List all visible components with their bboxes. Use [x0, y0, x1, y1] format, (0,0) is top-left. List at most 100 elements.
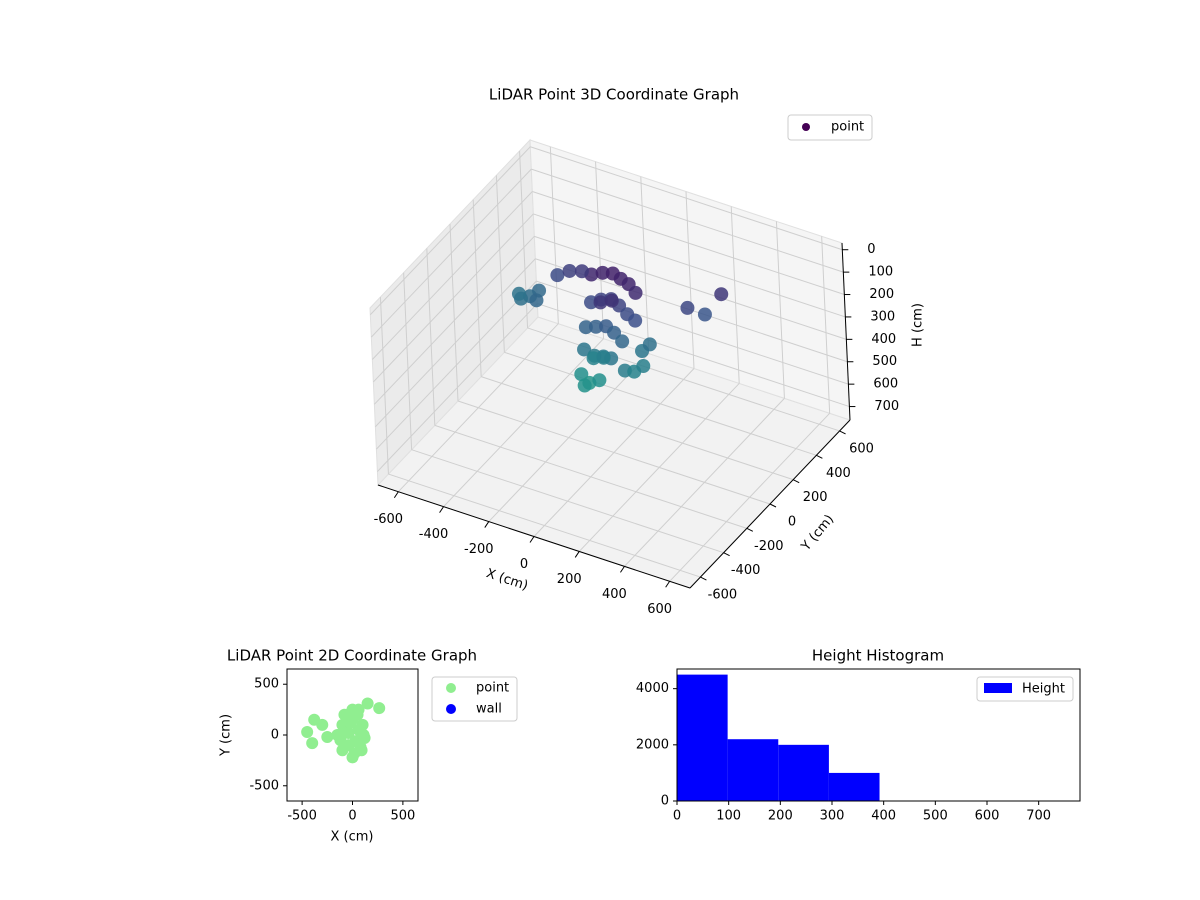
x-tick-label: 0: [348, 809, 356, 824]
point: [714, 287, 729, 302]
grid-line: [434, 424, 747, 529]
point: [355, 744, 368, 757]
point: [636, 359, 651, 374]
x-tick-label: 400: [871, 809, 896, 824]
grid-line: [481, 376, 794, 481]
point: [680, 300, 695, 315]
bar: [727, 739, 779, 801]
tick-mark: [700, 576, 707, 581]
point: [615, 334, 630, 349]
bar: [677, 674, 728, 801]
point: [604, 293, 619, 308]
x-tick-label: 0: [520, 557, 528, 572]
legend-label: point: [831, 120, 864, 135]
x-tick-label: 600: [647, 602, 672, 617]
legend-marker: [802, 123, 810, 131]
point: [642, 337, 657, 352]
y-tick-label: -200: [754, 539, 784, 554]
tick-mark: [792, 479, 800, 484]
tick-mark: [393, 491, 399, 498]
point: [346, 751, 359, 764]
tick-mark: [665, 581, 671, 588]
x-tick-label: 0: [673, 809, 681, 824]
legend-label: Height: [1022, 682, 1065, 697]
y-axis-title: Y (cm): [798, 512, 837, 555]
point: [306, 737, 319, 750]
point: [628, 285, 643, 300]
y-tick-label: 0: [271, 728, 279, 743]
x-tick-label: 600: [975, 809, 1000, 824]
grid-line: [411, 449, 724, 554]
y-tick-label: 0: [788, 515, 796, 530]
z-tick-label: 400: [871, 332, 896, 347]
point: [574, 264, 589, 279]
point: [578, 320, 593, 335]
point: [588, 319, 603, 334]
y-tick-label: 0: [661, 794, 669, 809]
y-tick-label: 4000: [636, 681, 669, 696]
x-tick-label: 200: [557, 572, 582, 587]
point: [352, 703, 365, 716]
z-tick-label: 300: [870, 309, 895, 324]
x-tick-label: -600: [374, 512, 404, 527]
grid-line: [370, 168, 532, 338]
chart-title: Height Histogram: [812, 647, 944, 665]
point: [342, 726, 355, 739]
grid-line: [533, 213, 846, 318]
x-axis-title: X (cm): [331, 830, 374, 845]
grid-line: [457, 400, 771, 505]
grid-line: [504, 351, 817, 456]
point: [697, 307, 712, 322]
bar: [778, 744, 829, 801]
grid-line: [376, 280, 537, 450]
y-tick-label: -600: [708, 588, 738, 603]
legend-label: point: [476, 681, 509, 696]
x-tick-label: 300: [820, 809, 845, 824]
grid-line: [371, 191, 533, 360]
grid-line: [388, 473, 701, 578]
y-tick-label: 200: [803, 490, 828, 505]
y-tick-label: -400: [731, 563, 761, 578]
x-tick-label: -400: [419, 527, 449, 542]
legend-box: [787, 114, 873, 141]
grid-line: [532, 191, 845, 296]
point: [344, 716, 357, 729]
grid-line: [377, 303, 538, 472]
z-tick-label: 100: [868, 265, 893, 280]
bar: [828, 772, 880, 801]
point: [586, 351, 601, 366]
legend-label: wall: [476, 702, 502, 717]
tick-mark: [723, 552, 730, 557]
point: [357, 729, 370, 741]
point: [596, 350, 611, 365]
chart-title: LiDAR Point 2D Coordinate Graph: [227, 647, 477, 665]
x-tick-label: 500: [390, 809, 415, 824]
y-axis-line: [689, 419, 851, 589]
grid-line: [530, 146, 843, 251]
point: [562, 263, 577, 278]
point: [511, 286, 526, 301]
z-tick-label: 500: [872, 354, 897, 369]
tick-mark: [439, 506, 444, 513]
x-tick-label: 700: [1026, 809, 1051, 824]
point: [592, 373, 607, 388]
tick-mark: [839, 430, 846, 435]
point: [301, 725, 314, 738]
x-tick-label: 400: [602, 587, 627, 602]
y-tick-label: 2000: [636, 737, 669, 752]
point: [577, 342, 592, 357]
point: [373, 702, 386, 715]
plot-frame: [676, 668, 1081, 802]
z-tick-label: 600: [873, 377, 898, 392]
grid-line: [369, 146, 531, 316]
y-axis-title: Y (cm): [219, 714, 234, 757]
x-axis-line: [377, 484, 691, 589]
point: [577, 378, 592, 393]
point: [628, 313, 643, 328]
point: [529, 293, 544, 308]
tick-mark: [529, 536, 535, 543]
z-tick-label: 700: [874, 399, 899, 414]
y-tick-label: 500: [254, 677, 279, 692]
x-tick-label: 500: [923, 809, 948, 824]
